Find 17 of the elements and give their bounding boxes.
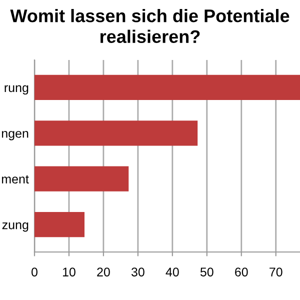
bar [34,212,84,238]
y-tick-label: ngen [2,130,28,140]
x-tick-label: 30 [131,268,144,276]
x-tick-label: 70 [270,268,282,276]
chart-title: Womit lassen sich die Potentiale realisieren? [10,9,290,44]
x-tick-label: 0 [32,268,38,276]
bar [34,120,198,146]
x-tick-label: 40 [166,268,179,276]
y-tick-label: rung [4,85,28,95]
y-tick-label: zung [2,222,28,232]
bar [34,74,300,100]
x-tick-label: 50 [200,268,214,276]
y-tick-label: ment [2,175,29,184]
x-tick-label: 20 [97,268,110,276]
x-tick-label: 10 [62,268,76,276]
x-tick-label: 60 [235,268,248,276]
bar [34,166,129,192]
